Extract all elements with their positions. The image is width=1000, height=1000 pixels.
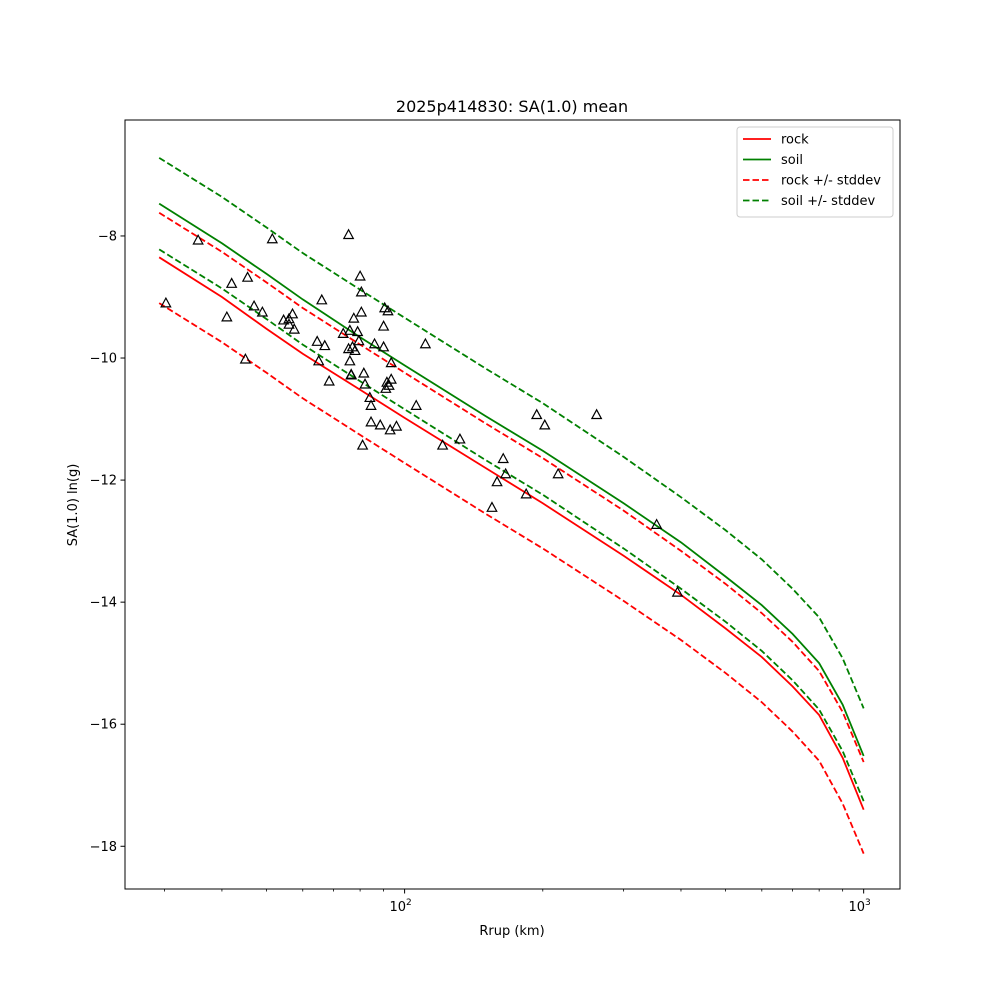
series-line-1	[158, 202, 865, 757]
series-line-3	[158, 302, 865, 854]
y-tick-label-4: −16	[90, 718, 117, 733]
data-point-38	[365, 399, 377, 410]
y-tick-label-2: −12	[90, 474, 117, 489]
legend-label-3: soil +/- stddev	[781, 194, 876, 209]
legend-label-0: rock	[781, 133, 809, 148]
y-tick-label-3: −14	[90, 596, 117, 611]
data-point-59	[497, 452, 509, 464]
data-point-53	[410, 399, 422, 410]
y-axis: −8 −10 −12 −14 −16 −18	[90, 229, 125, 855]
data-point-2	[221, 310, 233, 322]
data-point-47	[382, 304, 394, 316]
data-point-54	[419, 337, 432, 349]
y-tick-label-1: −10	[90, 352, 117, 367]
data-point-13	[288, 323, 301, 334]
data-point-21	[342, 342, 355, 354]
data-point-60	[499, 467, 512, 479]
data-point-40	[368, 337, 381, 349]
data-point-24	[344, 324, 356, 335]
data-point-18	[323, 374, 335, 386]
data-point-4	[239, 352, 252, 364]
data-point-14	[311, 335, 323, 346]
y-tick-label-5: −18	[90, 840, 117, 855]
data-point-22	[344, 354, 356, 366]
data-point-3	[225, 277, 238, 288]
data-point-58	[491, 475, 503, 487]
legend: rock soil rock +/- stddev soil +/- stddev	[736, 126, 894, 218]
series-line-0	[158, 256, 865, 810]
data-point-28	[349, 344, 361, 356]
x-axis-label: Rrup (km)	[479, 924, 544, 939]
data-point-20	[342, 228, 355, 240]
legend-label-2: rock +/- stddev	[781, 174, 881, 189]
scatter-points	[160, 228, 684, 597]
data-point-32	[355, 305, 368, 317]
data-point-12	[286, 307, 299, 319]
data-point-36	[359, 378, 371, 389]
data-point-37	[364, 391, 376, 403]
plot-background	[125, 120, 900, 889]
data-point-35	[358, 367, 370, 378]
legend-label-1: soil	[781, 153, 803, 168]
data-point-33	[355, 285, 368, 297]
series-line-5	[158, 248, 865, 802]
data-point-39	[365, 415, 377, 427]
data-point-45	[380, 382, 392, 393]
data-point-62	[530, 408, 543, 420]
data-point-61	[520, 487, 532, 499]
series-line-4	[158, 157, 865, 709]
data-point-27	[348, 312, 360, 323]
data-point-15	[312, 354, 325, 366]
data-point-29	[351, 325, 364, 337]
data-point-52	[390, 420, 403, 431]
data-point-34	[356, 439, 369, 450]
data-point-63	[539, 418, 551, 430]
data-point-55	[436, 439, 449, 450]
data-point-41	[374, 418, 386, 430]
data-point-1	[192, 233, 204, 245]
data-point-43	[377, 320, 390, 331]
data-point-50	[385, 373, 397, 384]
legend-box	[736, 126, 894, 218]
plot-frame	[124, 119, 901, 890]
data-point-0	[160, 296, 172, 308]
data-point-5	[241, 271, 254, 282]
data-point-67	[671, 586, 684, 597]
data-point-56	[454, 432, 466, 444]
data-point-16	[316, 293, 328, 305]
data-point-17	[318, 339, 331, 351]
data-point-64	[552, 467, 564, 479]
data-point-6	[248, 299, 260, 311]
data-point-42	[377, 340, 390, 352]
data-point-8	[266, 232, 279, 244]
data-point-48	[383, 379, 395, 390]
series-layer	[158, 157, 865, 854]
data-point-10	[283, 318, 295, 329]
series-line-2	[158, 212, 865, 763]
data-point-31	[354, 269, 366, 281]
y-axis-label: SA(1.0) ln(g)	[66, 464, 81, 547]
data-point-65	[590, 408, 603, 420]
data-point-51	[385, 356, 397, 368]
plot-area	[124, 119, 901, 890]
chart-title: 2025p414830: SA(1.0) mean	[396, 97, 628, 116]
data-point-66	[650, 518, 663, 529]
data-point-30	[353, 334, 365, 346]
data-point-25	[345, 368, 357, 379]
data-point-7	[256, 305, 269, 317]
data-point-57	[486, 501, 498, 512]
y-tick-label-0: −8	[98, 229, 117, 244]
